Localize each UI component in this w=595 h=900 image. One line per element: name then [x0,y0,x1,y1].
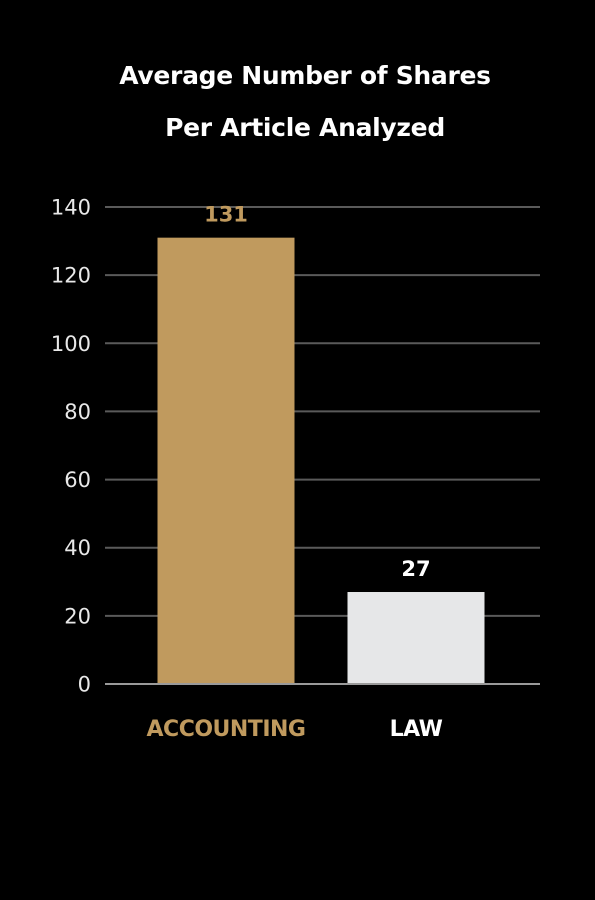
data-label-accounting: 131 [204,203,248,227]
data-label-law: 27 [401,557,430,581]
y-tick-label-0: 0 [78,673,91,697]
category-label-law: LAW [390,717,443,742]
x-axis-categories: ACCOUNTING LAW [105,683,540,742]
y-tick-label-120: 120 [51,264,91,288]
data-labels: 131 27 [204,203,431,581]
bar-accounting [157,237,295,684]
chart-title-line-2: Per Article Analyzed [165,113,445,142]
y-tick-label-20: 20 [64,604,91,628]
y-tick-label-40: 40 [64,536,91,560]
bars [157,237,485,684]
bar-law [347,592,485,684]
y-tick-label-140: 140 [51,196,91,220]
chart-title-line-1: Average Number of Shares [119,61,491,90]
y-tick-label-100: 100 [51,332,91,356]
y-tick-label-80: 80 [64,400,91,424]
y-tick-label-60: 60 [64,468,91,492]
y-axis-ticks: 0 20 40 60 80 100 120 140 [51,196,91,697]
chart-title: Average Number of Shares Per Article Ana… [0,50,595,154]
category-label-accounting: ACCOUNTING [147,717,306,742]
